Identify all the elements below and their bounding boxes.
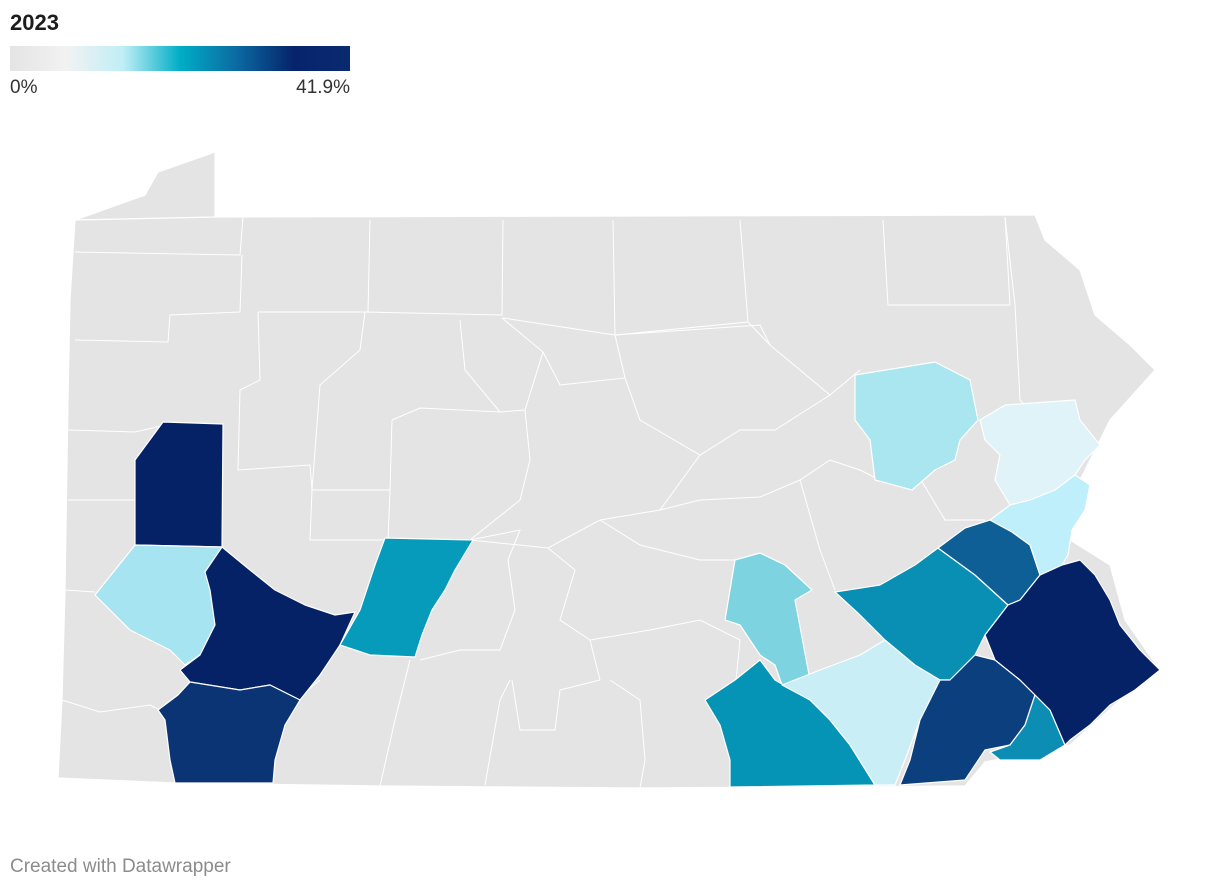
legend-max-label: 41.9% — [296, 77, 350, 98]
datawrapper-credit: Created with Datawrapper — [10, 856, 231, 877]
county-m — [984, 559, 1161, 746]
legend-title: 2023 — [10, 10, 59, 35]
county-i — [834, 547, 1009, 681]
legend-min-label: 0% — [10, 77, 38, 98]
county-boundaries — [61, 216, 1041, 789]
county-e — [339, 537, 474, 658]
county-a — [134, 421, 224, 548]
legend-gradient-bar — [10, 46, 350, 71]
county-d — [157, 681, 301, 784]
county-p — [989, 474, 1091, 576]
county-n — [854, 361, 979, 491]
county-h — [781, 639, 941, 786]
